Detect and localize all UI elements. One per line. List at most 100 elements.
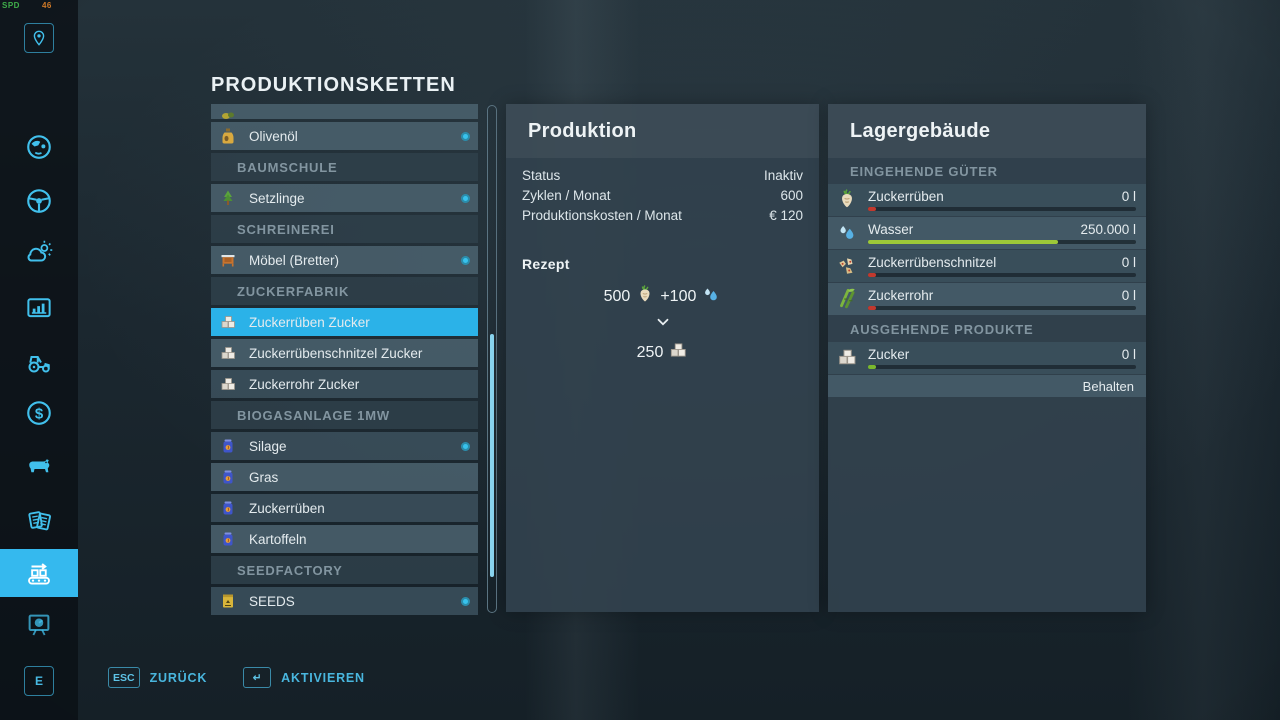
- sugar-icon: [219, 313, 237, 331]
- dollar-icon: $: [24, 398, 54, 428]
- list-item-label: Möbel (Bretter): [249, 252, 340, 268]
- storage-keep-option[interactable]: Behalten: [828, 375, 1146, 397]
- storage-fill-bar: [868, 207, 1136, 211]
- production-stat-row: Zyklen / Monat 600: [522, 186, 803, 206]
- list-item[interactable]: Zuckerrübenschnitzel Zucker: [211, 339, 478, 367]
- e-key-icon: E: [24, 666, 54, 696]
- olives-icon: [219, 110, 237, 119]
- storage-row[interactable]: Wasser 250.000 l: [828, 217, 1146, 249]
- sugar-icon: [836, 346, 858, 368]
- list-item[interactable]: Gras: [211, 463, 478, 491]
- list-section-header: BIOGASANLAGE 1MW: [211, 401, 478, 429]
- storage-fill-name: Zucker: [868, 347, 910, 362]
- activate-button[interactable]: ↵ AKTIVIEREN: [243, 667, 365, 688]
- storage-row[interactable]: Zuckerrohr 0 l: [828, 283, 1146, 315]
- storage-fill-name: Zuckerrüben: [868, 189, 944, 204]
- list-item[interactable]: Kartoffeln: [211, 525, 478, 553]
- documents-icon: [24, 506, 54, 536]
- silage-jar-icon: [219, 468, 237, 486]
- list-item-label: Gras: [249, 469, 279, 485]
- seeds-bag-icon: [219, 592, 237, 610]
- map-pin-icon: [24, 23, 54, 53]
- sidebar-item-map[interactable]: [0, 132, 78, 162]
- presentation-icon: [24, 610, 54, 640]
- new-indicator-dot: [461, 193, 470, 203]
- list-section-header: SCHREINEREI: [211, 215, 478, 243]
- list-item[interactable]: Zuckerrüben Zucker: [211, 308, 478, 336]
- storage-panel-header: Lagergebäude: [828, 104, 1146, 158]
- list-item[interactable]: Möbel (Bretter): [211, 246, 478, 274]
- list-item[interactable]: [211, 104, 478, 119]
- weather-icon: [24, 238, 54, 268]
- list-item-label: Setzlinge: [249, 190, 305, 206]
- sidebar-item-contracts[interactable]: [0, 506, 78, 536]
- map-pin-button[interactable]: [0, 23, 78, 53]
- storage-fill-bar-fill: [868, 365, 877, 369]
- list-item[interactable]: Zuckerrohr Zucker: [211, 370, 478, 398]
- stat-value: Inaktiv: [763, 168, 803, 183]
- storage-row[interactable]: Zucker 0 l: [828, 342, 1146, 374]
- storage-row[interactable]: Zuckerrüben 0 l: [828, 184, 1146, 216]
- storage-fill-bar-fill: [868, 207, 877, 211]
- spd-label: SPD: [2, 1, 20, 10]
- back-button[interactable]: ESC ZURÜCK: [108, 667, 207, 688]
- list-item[interactable]: Olivenöl: [211, 122, 478, 150]
- scrollbar-thumb[interactable]: [490, 333, 494, 577]
- list-item[interactable]: Setzlinge: [211, 184, 478, 212]
- speed-hud: SPD 46: [2, 1, 52, 10]
- activate-label: AKTIVIEREN: [281, 670, 365, 685]
- recipe-heading: Rezept: [522, 256, 570, 272]
- sidebar-item-finances[interactable]: $: [0, 398, 78, 428]
- stat-label: Zyklen / Monat: [522, 188, 611, 203]
- storage-fill-bar-fill: [868, 273, 877, 277]
- sidebar-item-production-chains[interactable]: [0, 549, 78, 597]
- list-item-label: Kartoffeln: [249, 531, 307, 547]
- sidebar-item-ai-workers[interactable]: [0, 610, 78, 640]
- storage-body: EINGEHENDE GÜTER Zuckerrüben 0 l Wasser 250.…: [828, 158, 1146, 397]
- silage-jar-icon: [219, 437, 237, 455]
- list-item[interactable]: SEEDS: [211, 587, 478, 615]
- scrollbar[interactable]: [487, 105, 497, 613]
- list-item-label: Zuckerrohr Zucker: [249, 376, 360, 392]
- sidebar-item-weather[interactable]: [0, 238, 78, 268]
- production-stat-row: Produktionskosten / Monat € 120: [522, 206, 803, 226]
- storage-fill-value: 0 l: [1121, 189, 1136, 204]
- new-indicator-dot: [461, 441, 470, 451]
- production-stats: Status Inaktiv Zyklen / Monat 600 Produktion…: [506, 158, 819, 226]
- list-item[interactable]: Silage: [211, 432, 478, 460]
- storage-fill-name: Wasser: [868, 222, 914, 237]
- cow-icon: [24, 452, 54, 482]
- list-item-label: Zuckerrübenschnitzel Zucker: [249, 345, 423, 361]
- back-label: ZURÜCK: [149, 670, 208, 685]
- storage-panel-title: Lagergebäude: [850, 119, 991, 142]
- list-item[interactable]: Zuckerrüben: [211, 494, 478, 522]
- sugarcane-icon: [836, 287, 858, 309]
- production-stat-row: Status Inaktiv: [522, 166, 803, 186]
- storage-fill-value: 0 l: [1121, 255, 1136, 270]
- beet-chips-icon: [836, 254, 858, 276]
- storage-section-heading: EINGEHENDE GÜTER: [850, 163, 998, 179]
- production-panel-header: Produktion: [506, 104, 819, 158]
- new-indicator-dot: [461, 131, 470, 141]
- oil-bottle-icon: [219, 127, 237, 145]
- tractor-icon: [24, 347, 54, 377]
- recipe-inputs: 500 +100: [604, 284, 722, 309]
- sidebar-item-animals[interactable]: [0, 452, 78, 482]
- conveyor-icon: [24, 558, 54, 588]
- list-item-label: Zuckerrüben Zucker: [249, 314, 370, 330]
- storage-fill-name: Zuckerrübenschnitzel: [868, 255, 997, 270]
- key-e-button[interactable]: E: [0, 666, 78, 696]
- furniture-icon: [219, 251, 237, 269]
- storage-row[interactable]: Zuckerrübenschnitzel 0 l: [828, 250, 1146, 282]
- sidebar: $ E: [0, 0, 78, 720]
- storage-fill-bar: [868, 273, 1136, 277]
- new-indicator-dot: [461, 255, 470, 265]
- sidebar-item-garage[interactable]: [0, 347, 78, 377]
- silage-jar-icon: [219, 499, 237, 517]
- storage-fill-bar: [868, 240, 1136, 244]
- list-item-label: Silage: [249, 438, 287, 454]
- sidebar-item-vehicles[interactable]: [0, 186, 78, 216]
- sapling-icon: [219, 189, 237, 207]
- list-section-header: ZUCKERFABRIK: [211, 277, 478, 305]
- sidebar-item-statistics[interactable]: [0, 293, 78, 323]
